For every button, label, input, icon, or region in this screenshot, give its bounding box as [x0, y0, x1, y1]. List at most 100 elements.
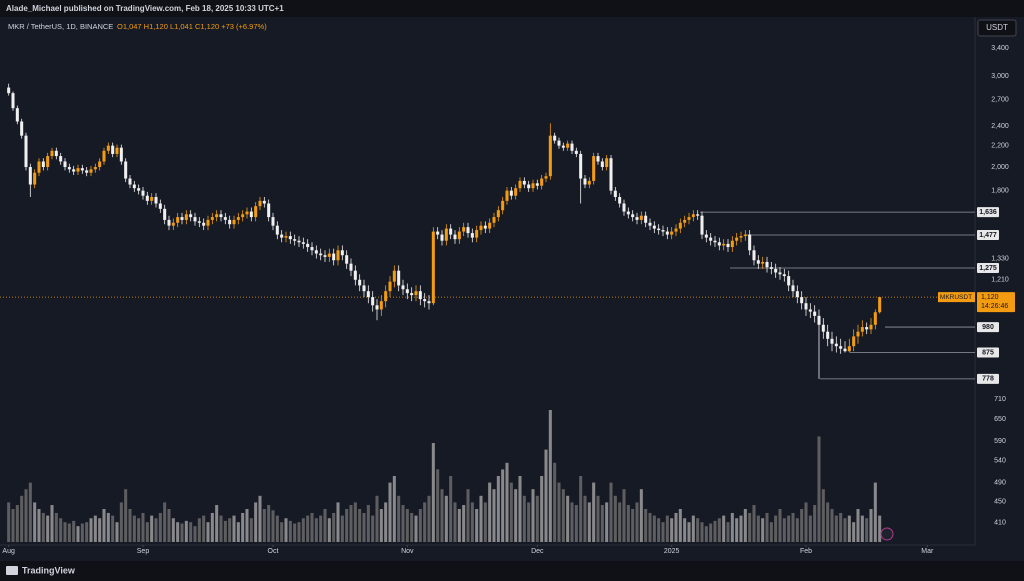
volume-bar [852, 522, 856, 542]
currency-button[interactable] [977, 19, 1017, 37]
volume-bar [813, 505, 817, 542]
candle-body [800, 297, 804, 304]
volume-bar [384, 502, 388, 542]
candle-body [24, 135, 28, 168]
volume-bar [20, 495, 24, 542]
symbol: MKR / TetherUS, 1D, BINANCE [8, 22, 113, 31]
candle-body [475, 230, 479, 238]
volume-bar [756, 515, 760, 542]
candle-body [791, 285, 795, 292]
candle-body [93, 167, 97, 170]
candle-body [626, 211, 630, 215]
y-tick-label: 1,800 [991, 188, 1009, 195]
candle-body [813, 311, 817, 316]
volume-bar [63, 522, 67, 542]
volume-bar [713, 520, 717, 542]
volume-bar [535, 495, 539, 542]
volume-bar [180, 523, 184, 542]
candle-body [414, 291, 418, 296]
candle-body [548, 135, 552, 177]
candle-body [254, 206, 258, 218]
y-tick-label: 450 [994, 499, 1006, 506]
volume-bar [644, 509, 648, 542]
publisher-text: Alade_Michael published on TradingView.c… [6, 4, 284, 13]
footer-brand: TradingView [22, 565, 76, 575]
level-label: 980 [982, 324, 994, 331]
volume-bar [470, 502, 474, 542]
candle-body [336, 250, 340, 261]
volume-bar [115, 522, 119, 542]
candle-body [340, 250, 344, 256]
candle-body [241, 214, 245, 218]
volume-bar [154, 518, 158, 542]
volume-bar [839, 512, 843, 542]
candle-body [609, 158, 613, 191]
candle-body [670, 231, 674, 235]
candle-body [717, 242, 721, 246]
volume-bar [613, 495, 617, 542]
candle-body [418, 291, 422, 300]
candle-body [635, 217, 639, 220]
candle-body [206, 219, 210, 226]
candle-body [436, 231, 440, 235]
volume-bar [210, 512, 214, 542]
volume-bar [158, 512, 162, 542]
volume-bar [11, 509, 15, 542]
candle-body [722, 243, 726, 246]
volume-bar [310, 512, 314, 542]
candle-body [605, 158, 609, 168]
volume-bar [410, 512, 414, 542]
volume-bar [436, 469, 440, 542]
y-tick-label: 2,000 [991, 164, 1009, 171]
x-tick-label: Aug [2, 548, 15, 555]
candle-body [85, 170, 89, 173]
volume-bar [605, 502, 609, 542]
volume-bar [336, 502, 340, 542]
candle-body [665, 231, 669, 235]
candle-body [293, 239, 297, 241]
candle-body [639, 215, 643, 220]
candle-body [531, 183, 535, 189]
volume-bar [466, 489, 470, 542]
candle-body [20, 121, 24, 136]
candle-body [176, 217, 180, 223]
candle-body [847, 346, 851, 352]
candle-body [613, 190, 617, 197]
volume-bar [202, 515, 206, 542]
candle-body [132, 184, 136, 189]
candle-body [574, 150, 578, 154]
candle-body [765, 261, 769, 268]
volume-bar [752, 505, 756, 542]
candle-body [145, 195, 149, 201]
volume-bar [392, 476, 396, 542]
top-bar [0, 0, 1024, 17]
volume-bar [622, 489, 626, 542]
candle-body [236, 217, 240, 220]
volume-bar [540, 476, 544, 542]
volume-bar [254, 502, 258, 542]
volume-bar [678, 509, 682, 542]
level-label: 875 [982, 349, 994, 356]
volume-bar [241, 512, 245, 542]
level-tag [977, 230, 999, 241]
y-tick-label: 490 [994, 479, 1006, 486]
alert-icon[interactable] [880, 527, 894, 541]
candle-body [362, 285, 366, 292]
currency-button-label[interactable]: USDT [986, 23, 1008, 32]
volume-bar [41, 512, 45, 542]
candle-body [466, 227, 470, 234]
x-tick-label: Oct [268, 548, 279, 555]
candle-body [288, 236, 292, 240]
candle-body [540, 178, 544, 186]
volume-bar [665, 515, 669, 542]
candle-body [743, 234, 747, 237]
y-tick-label: 2,400 [991, 123, 1009, 130]
volume-bar [206, 522, 210, 542]
candle-body [111, 145, 115, 154]
candle-body [150, 196, 154, 201]
volume-bar [288, 520, 292, 542]
volume-bar [306, 515, 310, 542]
volume-bar [683, 518, 687, 542]
candle-body [579, 153, 583, 179]
volume-bar [67, 523, 71, 542]
